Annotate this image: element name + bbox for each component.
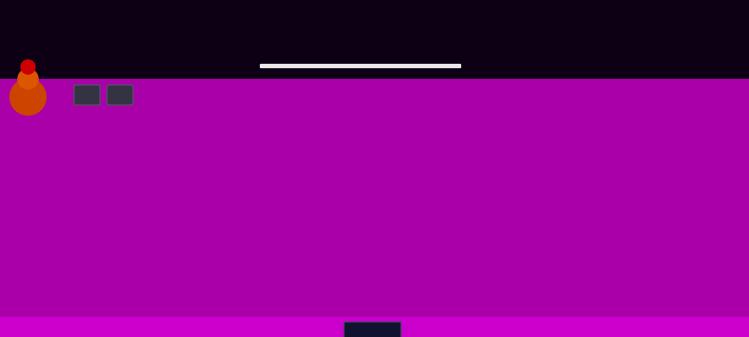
Circle shape <box>10 79 46 115</box>
Text: Which structure is correctly paired?: Which structure is correctly paired? <box>226 304 524 318</box>
Polygon shape <box>550 0 749 157</box>
Polygon shape <box>0 0 749 152</box>
FancyBboxPatch shape <box>190 92 372 251</box>
FancyBboxPatch shape <box>184 86 378 257</box>
FancyBboxPatch shape <box>107 85 133 105</box>
FancyBboxPatch shape <box>372 86 566 257</box>
Bar <box>0 64 749 79</box>
FancyBboxPatch shape <box>0 86 194 257</box>
FancyBboxPatch shape <box>562 86 749 257</box>
Text: Rough
endoplasmic
reticulum:
synthesizes lipids: Rough endoplasmic reticulum: synthesizes… <box>219 140 343 203</box>
Bar <box>0 0 200 137</box>
FancyBboxPatch shape <box>568 92 749 251</box>
FancyBboxPatch shape <box>344 322 401 337</box>
Polygon shape <box>180 0 749 142</box>
Bar <box>0 317 749 337</box>
Bar <box>0 79 749 337</box>
Circle shape <box>21 60 35 74</box>
FancyBboxPatch shape <box>74 85 100 105</box>
Text: Smooth
endoplasmic
reticulum:
ribosomes are
attached here: Smooth endoplasmic reticulum: ribosomes … <box>419 132 519 211</box>
Text: Nucleioid: stores
DNA in
Eukaryotic cells: Nucleioid: stores DNA in Eukaryotic cell… <box>38 149 156 194</box>
FancyBboxPatch shape <box>6 92 188 251</box>
Polygon shape <box>0 0 749 102</box>
Circle shape <box>18 69 38 89</box>
FancyBboxPatch shape <box>193 295 557 327</box>
Text: Cytoskeleton:
structural
support and
framework of
the cell: Cytoskeleton: structural support and fra… <box>611 132 707 211</box>
Bar <box>260 64 460 67</box>
FancyBboxPatch shape <box>378 92 560 251</box>
Polygon shape <box>0 0 749 142</box>
